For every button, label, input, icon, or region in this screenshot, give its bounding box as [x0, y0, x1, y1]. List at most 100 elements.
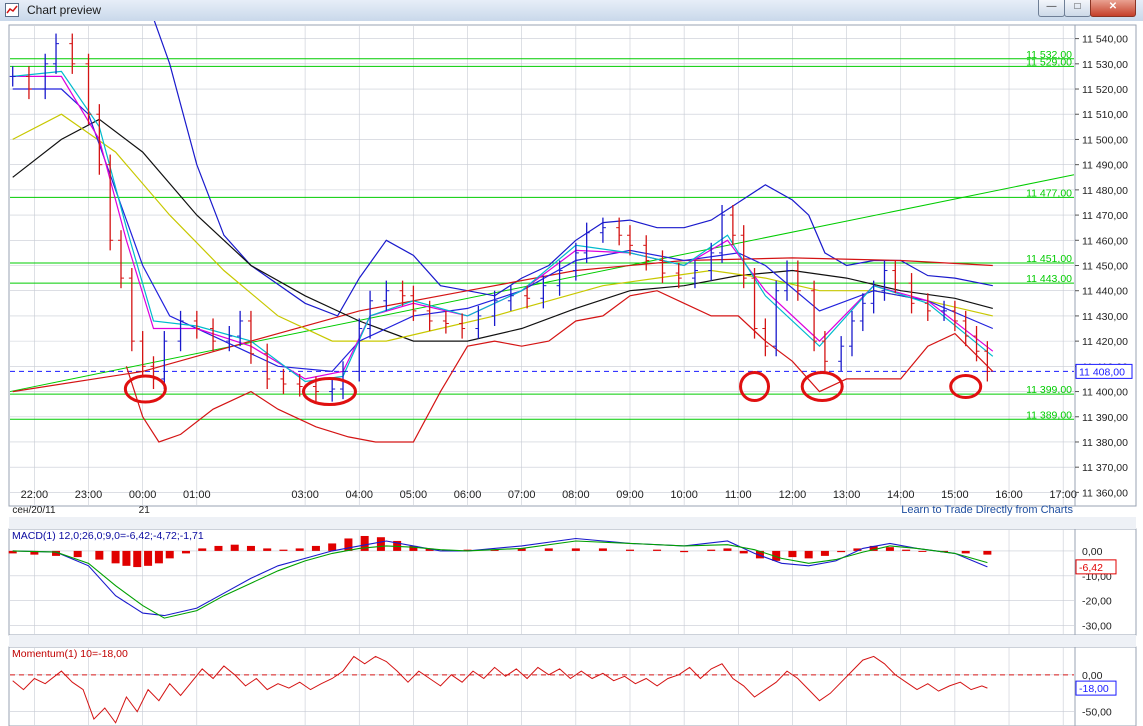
macd-histogram-bar	[983, 550, 992, 555]
x-tick-label: 23:00	[75, 489, 103, 501]
x-tick-label: 01:00	[183, 489, 211, 501]
date-label: сен/20/11	[12, 505, 56, 516]
x-tick-label: 09:00	[616, 489, 644, 501]
macd-histogram-bar	[463, 549, 472, 551]
minimize-icon: —	[1046, 1, 1057, 12]
macd-y-tick-label: -20,00	[1082, 596, 1112, 608]
title-bar[interactable]: Chart preview — □ ✕	[0, 0, 1143, 22]
macd-histogram-bar	[788, 550, 797, 558]
macd-histogram-bar	[755, 550, 764, 559]
macd-histogram-bar	[772, 550, 781, 561]
y-tick-label: 11 530,00	[1082, 59, 1128, 71]
minimize-button[interactable]: —	[1038, 0, 1065, 17]
macd-histogram-bar	[869, 545, 878, 551]
macd-histogram-bar	[804, 550, 813, 559]
moving-average-line	[12, 88, 994, 373]
macd-histogram-bar	[154, 550, 163, 564]
macd-histogram-bar	[653, 549, 662, 551]
highlight-circle	[123, 374, 167, 404]
macd-histogram-bar	[279, 549, 288, 551]
macd-histogram-bar	[311, 545, 320, 551]
macd-histogram-bar	[360, 535, 369, 551]
macd-histogram-bar	[181, 550, 190, 554]
macd-histogram-bar	[723, 548, 732, 551]
y-tick-label: 11 450,00	[1082, 261, 1128, 273]
close-button[interactable]: ✕	[1090, 0, 1136, 17]
macd-histogram-bar	[544, 548, 553, 551]
date-label: 21	[139, 505, 151, 516]
macd-histogram-bar	[490, 549, 499, 551]
y-tick-label: 11 390,00	[1082, 412, 1128, 424]
pane-splitter-2[interactable]	[9, 635, 1136, 647]
moving-average-line	[12, 70, 994, 383]
macd-histogram-bar	[344, 538, 353, 551]
macd-signal-line	[12, 540, 988, 619]
y-tick-label: 11 380,00	[1082, 437, 1128, 449]
macd-histogram-bar	[246, 545, 255, 551]
learn-to-trade-link[interactable]: Learn to Trade Directly from Charts	[901, 504, 1073, 516]
y-tick-label: 11 440,00	[1082, 286, 1128, 298]
macd-histogram-bar	[328, 543, 337, 551]
close-icon: ✕	[1108, 1, 1118, 12]
window-title: Chart preview	[27, 3, 102, 17]
macd-histogram-bar	[820, 550, 829, 556]
macd-histogram-bar	[8, 550, 17, 554]
x-tick-label: 03:00	[291, 489, 319, 501]
macd-histogram-bar	[95, 550, 104, 560]
momentum-current-label: -18,00	[1079, 683, 1109, 695]
x-tick-label: 05:00	[400, 489, 428, 501]
moving-average-line	[12, 118, 993, 342]
maximize-button[interactable]: □	[1064, 0, 1091, 17]
macd-histogram-bar	[707, 549, 716, 551]
y-tick-label: 11 510,00	[1082, 109, 1128, 121]
x-tick-label: 17:00	[1049, 489, 1077, 501]
y-tick-label: 11 490,00	[1082, 160, 1128, 172]
macd-histogram-bar	[837, 550, 846, 553]
chart-canvas[interactable]: 22:00 23:00 00:00 01:00 03:00 04:00 05:00 06:00…	[0, 21, 1143, 726]
level-label: 11 451,00	[1026, 253, 1072, 265]
level-label: 11 477,00	[1026, 187, 1072, 199]
macd-histogram-bar	[230, 544, 239, 551]
x-tick-label: 11:00	[725, 489, 752, 501]
level-label: 11 532,00	[1026, 49, 1072, 61]
x-tick-label: 00:00	[129, 489, 157, 501]
y-tick-label: 11 460,00	[1082, 235, 1128, 247]
momentum-label: Momentum(1) 10=-18,00	[12, 648, 128, 660]
pane-splitter-1[interactable]	[9, 517, 1136, 529]
macd-histogram-bar	[144, 550, 153, 566]
y-tick-label: 11 520,00	[1082, 84, 1128, 96]
x-tick-label: 16:00	[995, 489, 1023, 501]
macd-histogram-bar	[885, 547, 894, 551]
macd-histogram-bar	[52, 550, 61, 556]
y-tick-label: 11 370,00	[1082, 462, 1128, 474]
momentum-line	[12, 655, 988, 724]
moving-average-line	[12, 257, 993, 393]
macd-histogram-bar	[571, 548, 580, 551]
moving-average-line	[12, 75, 994, 380]
y-tick-label: 11 400,00	[1082, 387, 1128, 399]
y-tick-label: 11 470,00	[1082, 210, 1128, 222]
level-label: 11 529,00	[1026, 56, 1072, 68]
trend-line	[9, 174, 1075, 393]
x-tick-label: 14:00	[887, 489, 915, 501]
level-label: 11 399,00	[1026, 384, 1072, 396]
y-tick-label: 11 500,00	[1082, 134, 1128, 146]
x-tick-label: 06:00	[454, 489, 482, 501]
macd-histogram-bar	[517, 548, 526, 551]
chart-app-icon	[5, 3, 19, 17]
macd-histogram-bar	[739, 550, 748, 554]
macd-histogram-bar	[598, 548, 607, 551]
y-tick-label: 11 480,00	[1082, 185, 1128, 197]
highlight-circle	[301, 377, 357, 407]
current-price-box	[1075, 363, 1133, 379]
macd-y-tick-label: 0,00	[1082, 546, 1103, 558]
macd-histogram-bar	[961, 550, 970, 554]
macd-histogram-bar	[680, 550, 689, 553]
macd-histogram-bar	[376, 537, 385, 551]
x-tick-label: 07:00	[508, 489, 536, 501]
macd-current-box	[1075, 559, 1117, 575]
y-tick-label: 11 360,00	[1082, 487, 1128, 499]
macd-histogram-bar	[133, 550, 142, 568]
bollinger-band-line	[153, 21, 993, 317]
